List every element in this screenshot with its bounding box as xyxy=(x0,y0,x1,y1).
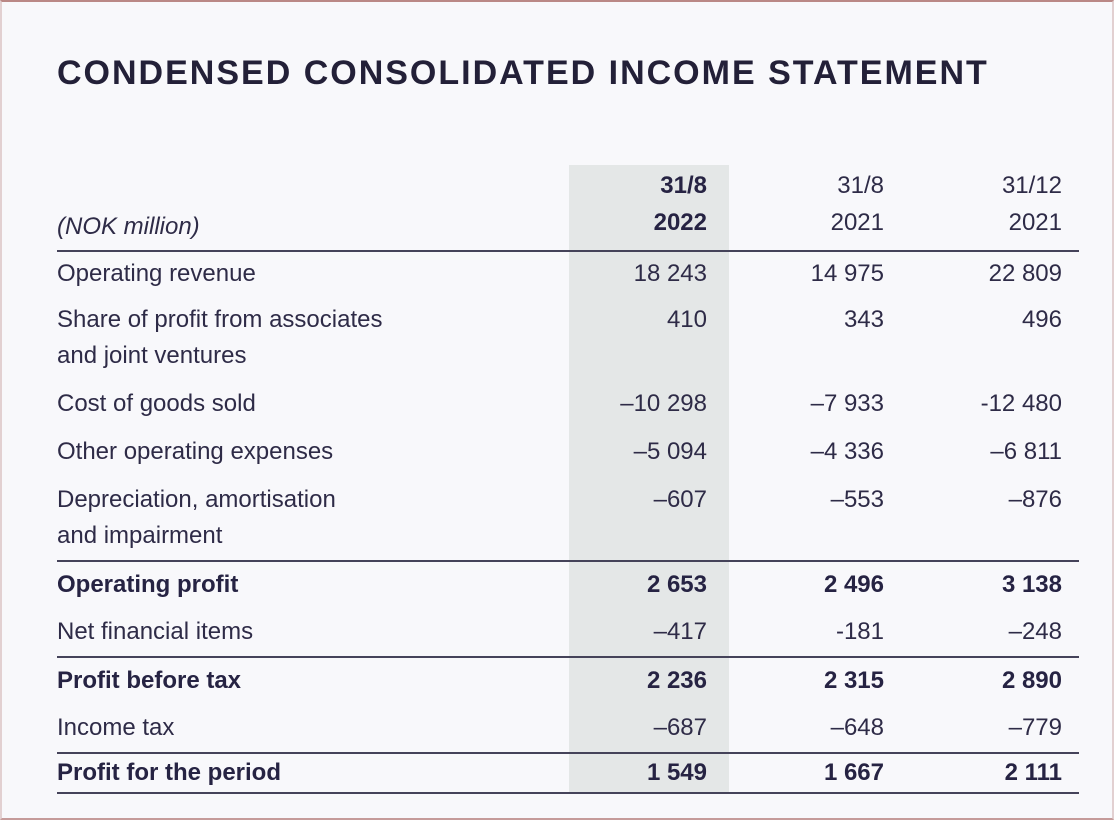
value-aug-2021: 1 667 xyxy=(823,759,884,786)
highlight-column-band xyxy=(569,165,729,794)
column-header-aug-2021-period: 31/8 xyxy=(837,172,884,199)
table-row-profit-for-the-period: Profit for the period 1 549 1 667 2 111 xyxy=(57,752,1079,794)
row-label: Operating profit xyxy=(57,571,239,598)
column-header-aug-2021-year: 2021 xyxy=(830,209,884,236)
table-row-net-financial-items: Net financial items –417 -181 –248 xyxy=(57,608,1079,656)
column-header-2022: 31/8 2022 xyxy=(569,167,729,250)
value-2022: 410 xyxy=(666,306,707,333)
value-2022: –687 xyxy=(653,714,707,741)
row-label: Cost of goods sold xyxy=(57,390,256,417)
value-dec-2021: 2 890 xyxy=(1001,667,1062,694)
row-label: Net financial items xyxy=(57,618,254,645)
value-dec-2021: –6 811 xyxy=(990,438,1062,465)
table-row-operating-revenue: Operating revenue 18 243 14 975 22 809 xyxy=(57,252,1079,296)
row-label: Share of profit from associates and join… xyxy=(57,306,383,369)
value-2022: 2 236 xyxy=(646,667,707,694)
row-label: Profit for the period xyxy=(57,759,281,786)
value-aug-2021: 343 xyxy=(843,306,884,333)
value-aug-2021: –7 933 xyxy=(810,390,884,417)
value-aug-2021: 2 315 xyxy=(823,667,884,694)
income-statement-table: (NOK million) 31/8 2022 31/8 2021 31/12 … xyxy=(57,165,1079,794)
value-aug-2021: 14 975 xyxy=(810,260,884,287)
table-header-row: (NOK million) 31/8 2022 31/8 2021 31/12 … xyxy=(57,165,1079,252)
column-header-2022-period: 31/8 xyxy=(660,172,707,199)
value-dec-2021: –779 xyxy=(1008,714,1062,741)
row-label: Income tax xyxy=(57,714,175,741)
table-row-profit-before-tax: Profit before tax 2 236 2 315 2 890 xyxy=(57,656,1079,704)
value-dec-2021: 22 809 xyxy=(988,260,1062,287)
unit-label: (NOK million) xyxy=(57,213,200,240)
row-label: Depreciation, amortisation and impairmen… xyxy=(57,486,336,549)
value-2022: –607 xyxy=(653,486,707,513)
value-aug-2021: 2 496 xyxy=(823,571,884,598)
table-row-depreciation: Depreciation, amortisation and impairmen… xyxy=(57,476,1079,560)
column-header-dec-2021-period: 31/12 xyxy=(1001,172,1062,199)
value-aug-2021: –648 xyxy=(830,714,884,741)
table-row-cost-of-goods-sold: Cost of goods sold –10 298 –7 933 -12 48… xyxy=(57,380,1079,428)
row-label: Other operating expenses xyxy=(57,438,334,465)
value-2022: 18 243 xyxy=(633,260,707,287)
value-dec-2021: 3 138 xyxy=(1001,571,1062,598)
value-aug-2021: –4 336 xyxy=(810,438,884,465)
row-label: Operating revenue xyxy=(57,260,256,287)
value-dec-2021: 496 xyxy=(1021,306,1062,333)
value-dec-2021: 2 111 xyxy=(1004,759,1062,786)
column-header-dec-2021: 31/12 2021 xyxy=(886,167,1079,250)
value-aug-2021: –553 xyxy=(830,486,884,513)
value-2022: –10 298 xyxy=(620,390,707,417)
value-dec-2021: -12 480 xyxy=(980,390,1062,417)
value-dec-2021: –876 xyxy=(1008,486,1062,513)
page-title: CONDENSED CONSOLIDATED INCOME STATEMENT xyxy=(57,54,989,92)
value-2022: 1 549 xyxy=(646,759,707,786)
column-header-aug-2021: 31/8 2021 xyxy=(729,167,886,250)
value-2022: –417 xyxy=(653,618,707,645)
column-header-dec-2021-year: 2021 xyxy=(1008,209,1062,236)
column-header-2022-year: 2022 xyxy=(653,209,707,236)
table-row-income-tax: Income tax –687 –648 –779 xyxy=(57,704,1079,752)
table-row-share-of-profit: Share of profit from associates and join… xyxy=(57,296,1079,380)
row-label: Profit before tax xyxy=(57,667,242,694)
value-2022: –5 094 xyxy=(633,438,707,465)
table-row-other-operating-expenses: Other operating expenses –5 094 –4 336 –… xyxy=(57,428,1079,476)
value-aug-2021: -181 xyxy=(835,618,884,645)
value-dec-2021: –248 xyxy=(1008,618,1062,645)
table-row-operating-profit: Operating profit 2 653 2 496 3 138 xyxy=(57,560,1079,608)
value-2022: 2 653 xyxy=(646,571,707,598)
